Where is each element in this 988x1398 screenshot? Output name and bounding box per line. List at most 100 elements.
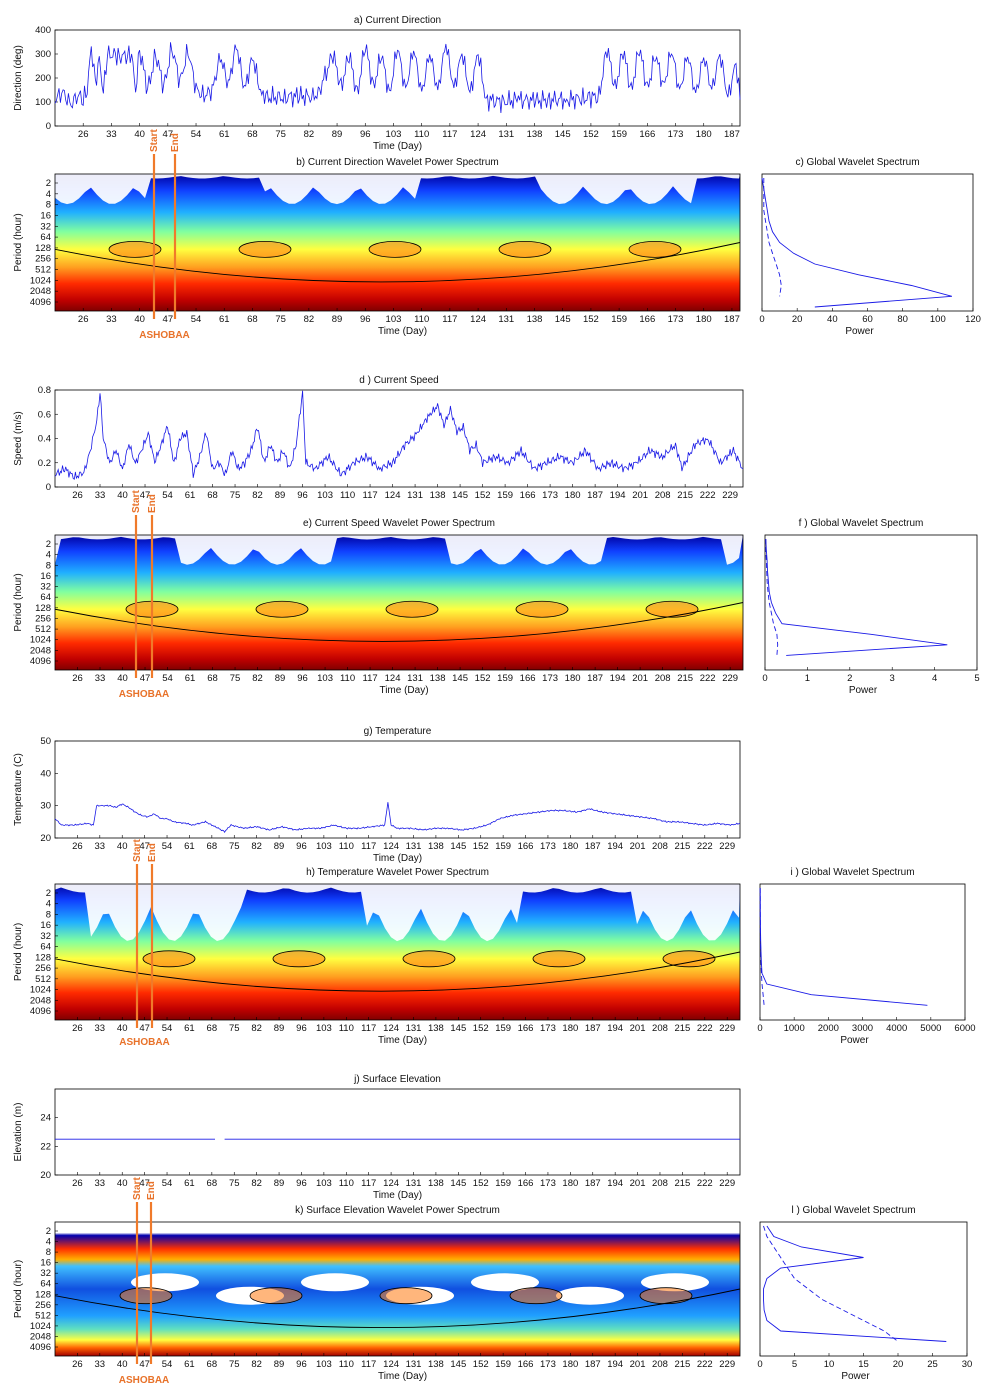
chart-e-ytick-label: 2048	[30, 645, 51, 656]
chart-b-xtick-label: 68	[247, 314, 258, 325]
chart-h-xtick-label: 229	[719, 1023, 735, 1034]
chart-k-xtick-label: 173	[540, 1359, 556, 1370]
chart-e-xtick-label: 145	[452, 673, 468, 684]
chart-j-xtick-label: 61	[184, 1178, 195, 1189]
chart-a-ylabel: Direction (deg)	[13, 45, 24, 111]
chart-k-low-power-mask	[641, 1273, 709, 1292]
chart-e-significance-contour	[515, 600, 569, 618]
chart-h-ytick-label: 16	[40, 920, 51, 931]
chart-h-ytick-label: 256	[35, 963, 51, 974]
chart-i-xtick-label: 3000	[852, 1023, 873, 1034]
chart-d-ytick-label: 0.8	[38, 385, 51, 396]
chart-g-frame	[54, 740, 741, 839]
chart-j-xtick-label: 68	[207, 1178, 218, 1189]
chart-k-ytick-label: 2	[46, 1226, 51, 1237]
chart-d-ytick-label: 0.6	[38, 409, 51, 420]
chart-k-event-start-label: Start	[132, 1177, 143, 1200]
chart-b-significance-contour	[368, 240, 422, 258]
chart-h-xtick-label: 152	[473, 1023, 489, 1034]
chart-a-xtick-label: 33	[106, 129, 117, 140]
chart-k-xtick-label: 110	[339, 1359, 354, 1370]
chart-g-title: g) Temperature	[364, 726, 432, 737]
chart-k-xtick-label: 89	[274, 1359, 285, 1370]
chart-g-xtick-label: 26	[72, 841, 83, 852]
chart-g-xtick-label: 152	[473, 841, 489, 852]
chart-j-xtick-label: 96	[296, 1178, 307, 1189]
chart-e-ytick-label: 256	[35, 613, 51, 624]
chart-a-xtick-label: 131	[498, 129, 514, 140]
chart-j-title: j) Surface Elevation	[353, 1074, 441, 1085]
chart-b-xtick-label: 40	[134, 314, 145, 325]
chart-h-xtick-label: 222	[697, 1023, 713, 1034]
chart-k-ytick-label: 128	[35, 1289, 51, 1300]
chart-b-xtick-label: 103	[386, 314, 402, 325]
chart-e-xtick-label: 75	[230, 673, 241, 684]
chart-e-xtick-label: 40	[117, 673, 128, 684]
chart-e-significance-contour	[645, 600, 699, 618]
chart-k-xtick-label: 180	[562, 1359, 578, 1370]
chart-e-ytick-label: 8	[46, 560, 51, 571]
chart-a-xtick-label: 138	[527, 129, 543, 140]
chart-g-ytick-label: 20	[40, 833, 51, 844]
chart-k-significance-contour	[119, 1287, 173, 1305]
chart-b-xtick-label: 61	[219, 314, 230, 325]
chart-k-xtick-label: 75	[229, 1359, 240, 1370]
chart-g-xtick-label: 222	[697, 841, 713, 852]
chart-d-xtick-label: 173	[542, 490, 558, 501]
chart-a-xtick-label: 152	[583, 129, 599, 140]
chart-d-ytick-label: 0.4	[38, 434, 51, 445]
chart-g-xtick-label: 75	[229, 841, 240, 852]
chart-e-xtick-label: 54	[162, 673, 173, 684]
chart-h-title: h) Temperature Wavelet Power Spectrum	[306, 867, 489, 878]
chart-h-ytick-label: 32	[40, 931, 51, 942]
chart-l-title: l ) Global Wavelet Spectrum	[791, 1205, 915, 1216]
chart-h-low-power-mask	[55, 884, 740, 942]
chart-k-xtick-label: 96	[296, 1359, 307, 1370]
chart-c-solid-line	[761, 177, 953, 308]
chart-k-xtick-label: 222	[697, 1359, 713, 1370]
chart-i-xlabel: Power	[840, 1035, 869, 1046]
chart-e-ytick-label: 4	[46, 550, 51, 561]
chart-e-significance-contour	[255, 600, 309, 618]
chart-c-title: c) Global Wavelet Spectrum	[795, 157, 919, 168]
chart-h-xtick-label: 138	[428, 1023, 444, 1034]
chart-g-xtick-label: 54	[162, 841, 173, 852]
chart-b-ytick-label: 64	[40, 232, 51, 243]
chart-k-ytick-label: 64	[40, 1279, 51, 1290]
chart-d-xtick-label: 131	[407, 490, 423, 501]
chart-b-ytick-label: 1024	[30, 275, 51, 286]
chart-e-xtick-label: 61	[185, 673, 196, 684]
chart-k-ytick-label: 512	[35, 1310, 51, 1321]
chart-g-xtick-label: 208	[652, 841, 668, 852]
chart-j-xtick-label: 82	[251, 1178, 262, 1189]
chart-d-xtick-label: 33	[95, 490, 106, 501]
chart-i-xtick-label: 0	[757, 1023, 762, 1034]
chart-f-xtick-label: 0	[762, 673, 767, 684]
chart-k-frame	[54, 1221, 741, 1357]
chart-e-xtick-label: 131	[407, 673, 423, 684]
chart-d-xtick-label: 61	[185, 490, 196, 501]
chart-j-ylabel: Elevation (m)	[13, 1103, 24, 1162]
chart-a-xtick-label: 110	[414, 129, 429, 140]
chart-g-ytick-label: 30	[40, 801, 51, 812]
chart-h-xtick-label: 201	[630, 1023, 646, 1034]
chart-c-xtick-label: 80	[897, 314, 908, 325]
chart-h-ytick-label: 8	[46, 909, 51, 920]
chart-e-event-name: ASHOBAA	[119, 689, 170, 700]
chart-g-xtick-label: 145	[450, 841, 466, 852]
chart-e-xtick-label: 138	[430, 673, 446, 684]
chart-l-xlabel: Power	[841, 1371, 870, 1382]
chart-e-event-end-label: End	[147, 494, 158, 513]
chart-d-ytick-label: 0	[46, 482, 51, 493]
chart-k-xtick-label: 33	[95, 1359, 106, 1370]
chart-b-xtick-label: 26	[78, 314, 89, 325]
chart-h-significance-contour	[662, 950, 716, 968]
chart-h-ylabel: Period (hour)	[13, 923, 24, 981]
chart-f-xtick-label: 2	[847, 673, 852, 684]
chart-k-ytick-label: 16	[40, 1258, 51, 1269]
chart-e-ylabel: Period (hour)	[13, 573, 24, 631]
chart-b-ytick-label: 128	[35, 243, 51, 254]
chart-e-xtick-label: 26	[72, 673, 83, 684]
chart-b-xtick-label: 117	[442, 314, 457, 325]
chart-d-series-line	[54, 390, 744, 480]
